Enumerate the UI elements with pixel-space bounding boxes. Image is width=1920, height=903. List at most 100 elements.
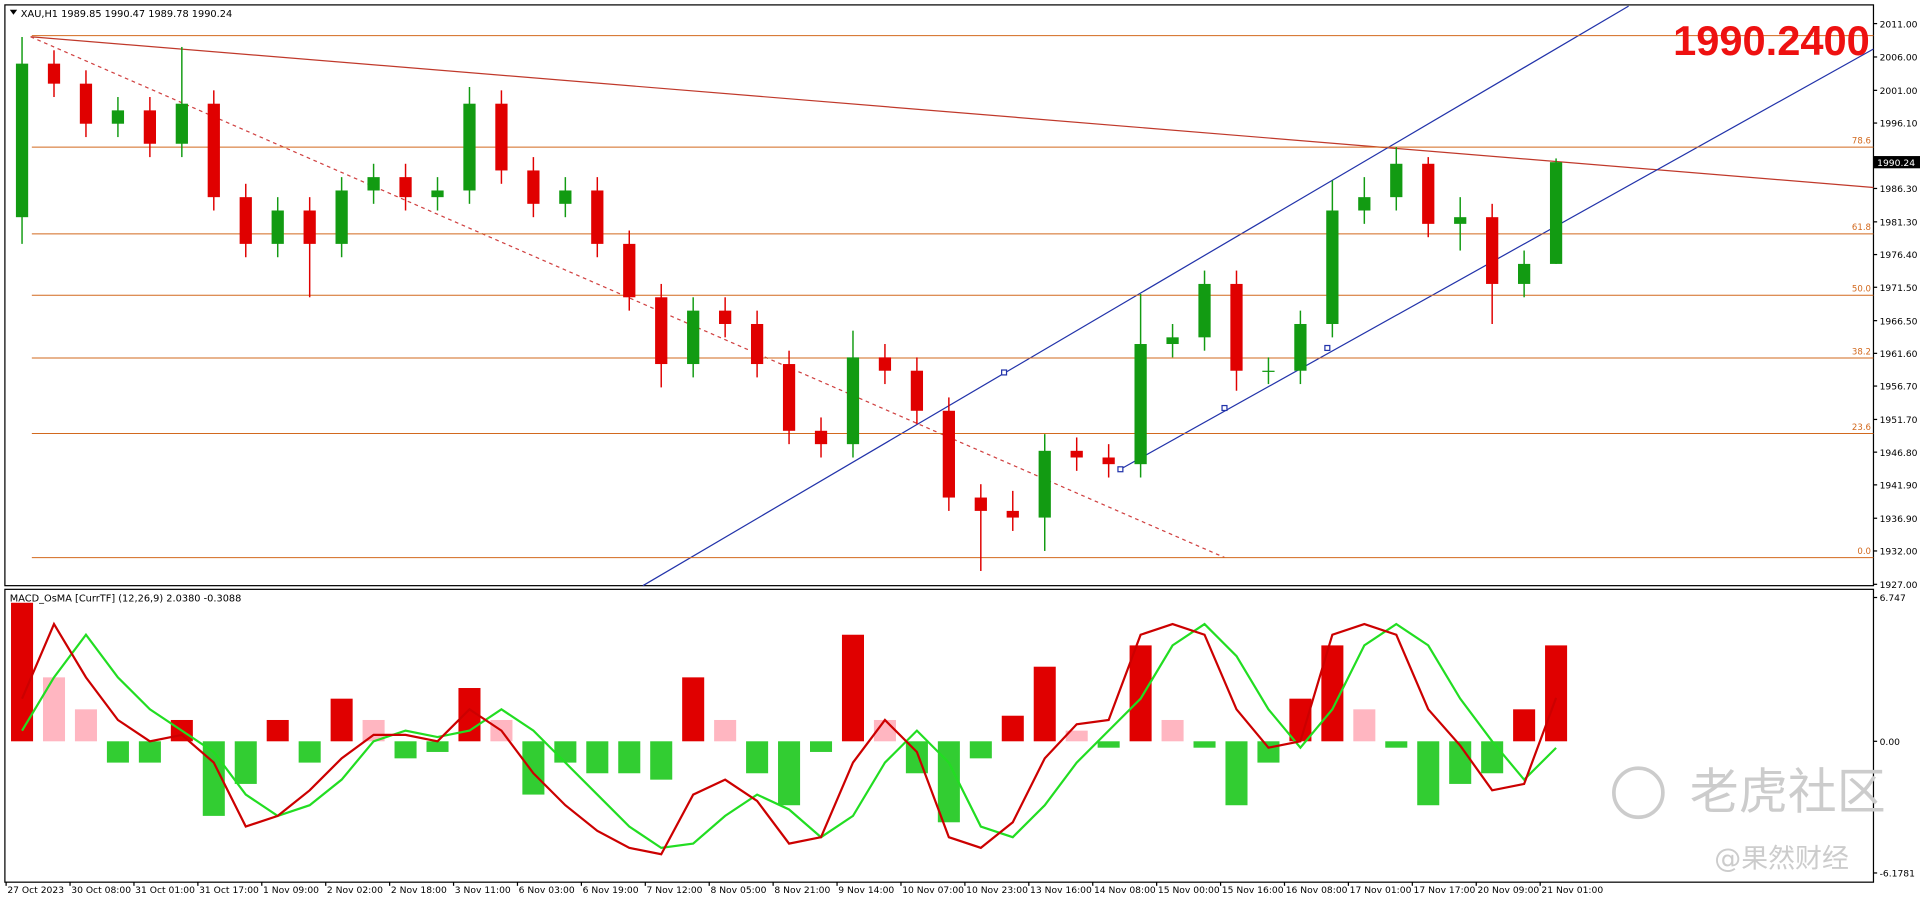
candle-body xyxy=(846,357,860,445)
x-tick-label: 30 Oct 08:00 xyxy=(71,885,131,896)
watermark-author: @果然财经 xyxy=(1714,843,1849,874)
candle-body xyxy=(814,430,828,445)
histogram-bar xyxy=(1257,741,1280,763)
anchor-point xyxy=(1221,404,1228,412)
macd-panel xyxy=(4,588,1875,883)
x-tick-label: 10 Nov 23:00 xyxy=(966,885,1028,896)
histogram-bar xyxy=(682,677,705,742)
price-label: 1990.2400 xyxy=(1673,17,1870,64)
candle-body xyxy=(143,110,156,144)
candle-body xyxy=(1134,344,1147,465)
candle-body xyxy=(878,357,892,371)
candle-body xyxy=(1262,370,1275,372)
x-tick-label: 9 Nov 14:00 xyxy=(838,885,894,896)
collapse-icon[interactable] xyxy=(9,9,18,15)
histogram-bar xyxy=(298,741,321,763)
candle-body xyxy=(111,110,125,124)
candle-body xyxy=(207,103,220,198)
x-tick-label: 17 Nov 01:00 xyxy=(1350,885,1412,896)
x-tick-label: 2 Nov 18:00 xyxy=(391,885,447,896)
x-tick-label: 20 Nov 09:00 xyxy=(1477,885,1539,896)
candle-body xyxy=(79,83,93,124)
candle-body xyxy=(1070,450,1083,458)
histogram-bar xyxy=(746,741,769,774)
indicator-title: MACD_OsMA [CurrTF] (12,26,9) 2.0380 -0.3… xyxy=(10,594,242,605)
candle-body xyxy=(431,190,444,198)
candle-body xyxy=(1358,197,1371,211)
x-tick-label: 7 Nov 12:00 xyxy=(647,885,703,896)
candle-body xyxy=(1006,510,1019,518)
histogram-bar xyxy=(586,741,609,774)
histogram-bar xyxy=(1161,719,1184,742)
candle-body xyxy=(367,177,380,191)
histogram-bar xyxy=(1225,741,1248,806)
y-tick-label: 1961.60 xyxy=(1880,349,1918,360)
histogram-bar xyxy=(1417,741,1440,806)
candle-body xyxy=(623,243,636,298)
histogram-bar xyxy=(426,741,449,752)
candle-body xyxy=(1230,283,1243,371)
x-tick-label: 6 Nov 03:00 xyxy=(519,885,575,896)
candle-body xyxy=(1390,163,1403,198)
candle-body xyxy=(1454,217,1467,224)
candle-body xyxy=(175,103,188,144)
candle-body xyxy=(495,103,508,171)
watermark-logo: 老虎社区 xyxy=(1690,764,1886,821)
histogram-bar xyxy=(1289,698,1312,742)
resistance-line xyxy=(30,36,1874,189)
histogram-bar xyxy=(1033,666,1056,742)
histogram-bar xyxy=(1353,709,1376,742)
histogram-bar xyxy=(106,741,129,763)
histogram-bar xyxy=(1513,709,1536,742)
x-tick-label: 13 Nov 16:00 xyxy=(1030,885,1092,896)
x-tick-label: 6 Nov 19:00 xyxy=(583,885,639,896)
y-tick-label: 1936.90 xyxy=(1880,514,1918,525)
candle-body xyxy=(1166,337,1179,345)
histogram-bar xyxy=(1193,741,1216,748)
candle-body xyxy=(719,310,732,324)
histogram-bar xyxy=(11,602,34,742)
macd xyxy=(11,602,1568,856)
x-tick-label: 31 Oct 17:00 xyxy=(199,885,259,896)
histogram-bar xyxy=(330,698,353,742)
candle-body xyxy=(303,210,316,244)
x-tick-label: 17 Nov 17:00 xyxy=(1414,885,1476,896)
y-tick-label: 1951.70 xyxy=(1880,415,1918,426)
x-tick-label: 14 Nov 08:00 xyxy=(1094,885,1156,896)
candle-body xyxy=(463,103,476,191)
y-tick-label: 1946.80 xyxy=(1880,448,1918,459)
candle-body xyxy=(335,190,348,244)
histogram-bar xyxy=(554,741,577,763)
candle-body xyxy=(47,63,61,84)
macd-line xyxy=(21,621,1558,856)
x-tick-label: 31 Oct 01:00 xyxy=(135,885,195,896)
candle-body xyxy=(399,177,412,198)
histogram-bar xyxy=(1481,741,1504,774)
y-tick-label: 1956.70 xyxy=(1880,382,1918,393)
histogram-bar xyxy=(1129,645,1152,742)
candle-body xyxy=(1294,323,1307,371)
candle-body xyxy=(1486,217,1499,284)
anchor-point xyxy=(1324,344,1331,352)
candle-body xyxy=(1102,457,1115,465)
histogram-bar xyxy=(1001,715,1024,742)
y-tick-label: 1976.40 xyxy=(1880,250,1918,261)
fib-label: 61.8 xyxy=(1852,223,1871,233)
anchor-point xyxy=(1001,369,1008,376)
fib-label: 50.0 xyxy=(1852,285,1871,295)
candle-body xyxy=(559,190,572,204)
fib-levels: 78.6 61.8 50.0 38.2 23.6 0.0 xyxy=(31,35,1874,559)
histogram-bar xyxy=(42,677,66,742)
x-tick-label: 27 Oct 2023 xyxy=(7,885,64,896)
histogram-bar xyxy=(618,741,641,774)
histogram-bar xyxy=(937,741,960,823)
candle-body xyxy=(910,370,924,411)
histogram-bar xyxy=(1449,741,1472,784)
histogram-bar xyxy=(234,741,257,784)
candles xyxy=(15,36,1563,571)
y-tick-label: 1996.10 xyxy=(1880,119,1918,130)
y-tick-label: 1971.50 xyxy=(1880,283,1918,294)
y-tick-label: 1927.00 xyxy=(1880,580,1918,591)
candle-body xyxy=(974,497,987,511)
